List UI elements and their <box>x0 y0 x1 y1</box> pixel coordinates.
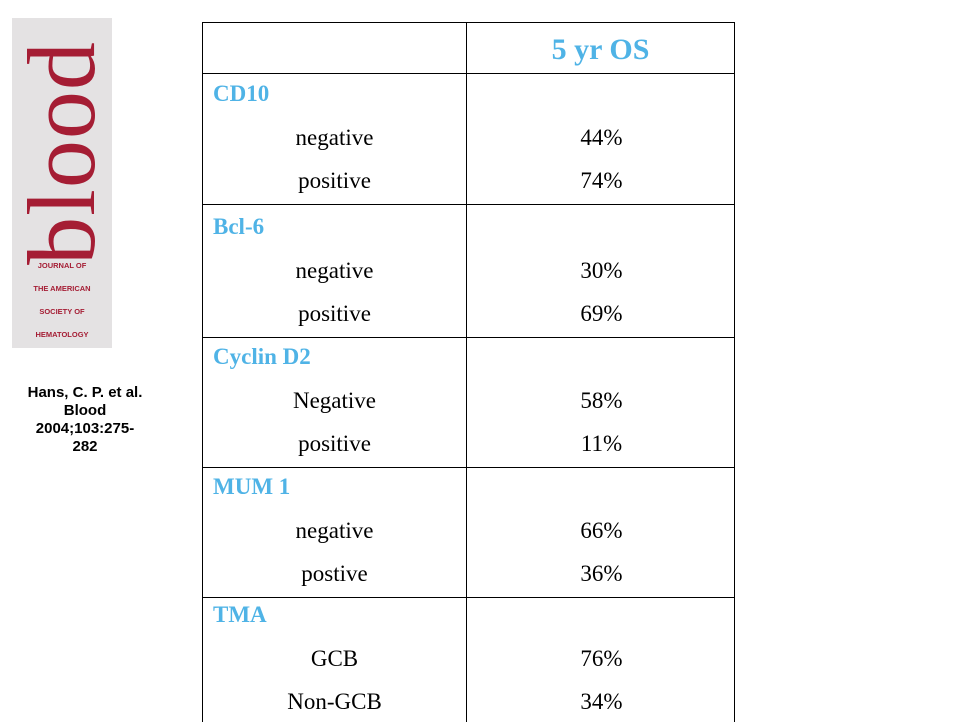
logo-subtitle-line: JOURNAL OF <box>37 261 87 270</box>
row-value: 74% <box>580 168 623 193</box>
table-group-cyclin-d2: Cyclin D2 Negative 58% positive 11% <box>203 336 734 468</box>
row-value: 58% <box>580 388 623 413</box>
survival-table: 5 yr OS CD10 negative 44% positive 74% B… <box>202 22 735 722</box>
journal-logo: blood JOURNAL OF THE AMERICAN SOCIETY OF… <box>8 18 115 348</box>
logo-subtitle-line: SOCIETY OF <box>39 307 85 316</box>
citation-line: 2004;103:275- <box>35 420 135 437</box>
row-value: 36% <box>580 561 623 586</box>
row-label: Non-GCB <box>287 689 382 714</box>
logo-subtitle-line: THE AMERICAN <box>33 284 91 293</box>
row-label: positive <box>298 301 371 326</box>
citation-line: Blood <box>63 402 107 419</box>
table-group-tma: TMA GCB 76% Non-GCB 34% <box>203 594 734 725</box>
citation-line: 282 <box>72 438 98 455</box>
group-title: Cyclin D2 <box>213 344 311 369</box>
row-value: 69% <box>580 301 623 326</box>
row-label: postive <box>301 561 368 586</box>
row-label: GCB <box>310 646 359 671</box>
row-label: negative <box>295 258 374 283</box>
row-value: 11% <box>580 431 623 456</box>
group-title: MUM 1 <box>213 474 291 499</box>
row-value: 76% <box>580 646 623 671</box>
column-header: 5 yr OS <box>551 33 650 66</box>
group-title: CD10 <box>213 81 270 106</box>
row-value: 44% <box>580 125 623 150</box>
row-label: negative <box>295 125 374 150</box>
row-value: 34% <box>580 689 623 714</box>
row-value: 30% <box>580 258 623 283</box>
table-group-mum1: MUM 1 negative 66% postive 36% <box>203 466 734 598</box>
citation-line: Hans, C. P. et al. <box>27 384 143 401</box>
logo-subtitle-line: HEMATOLOGY <box>35 330 89 339</box>
logo-wordmark: blood <box>8 41 115 265</box>
row-label: Negative <box>292 388 376 413</box>
citation: Hans, C. P. et al. Blood 2004;103:275- 2… <box>10 384 160 456</box>
table-group-bcl6: Bcl-6 negative 30% positive 69% <box>203 206 734 338</box>
table-group-cd10: CD10 negative 44% positive 74% <box>203 73 734 205</box>
table-header-row: 5 yr OS <box>203 23 734 74</box>
row-label: positive <box>298 431 371 456</box>
row-label: negative <box>295 518 374 543</box>
column-divider <box>466 23 467 722</box>
group-title: Bcl-6 <box>213 214 265 239</box>
group-title: TMA <box>213 602 267 627</box>
logo-subtitle: JOURNAL OF THE AMERICAN SOCIETY OF HEMAT… <box>12 254 112 346</box>
row-value: 66% <box>580 518 623 543</box>
row-label: positive <box>298 168 371 193</box>
